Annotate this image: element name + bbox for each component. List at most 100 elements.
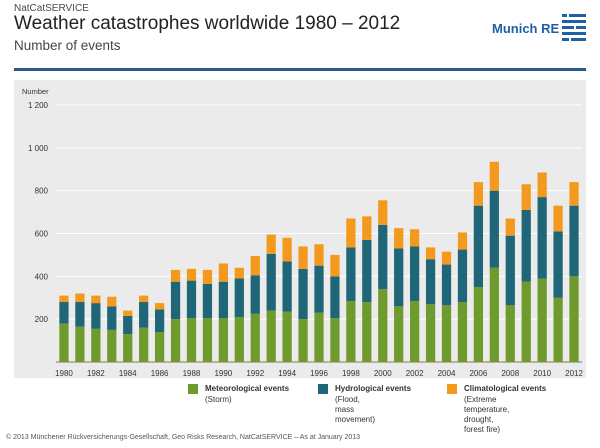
copyright-footer: © 2013 Münchener Rückversicherungs-Gesel… [6, 434, 361, 441]
bar-meteorological [170, 319, 181, 362]
bar-hydrological [91, 303, 101, 329]
y-tick-label: 200 [35, 315, 49, 324]
legend-title-hydrological: Hydrological events [335, 384, 412, 393]
bar-hydrological [537, 197, 547, 279]
bar-climatological [489, 161, 499, 191]
x-tick-label: 1986 [151, 369, 169, 378]
bar-meteorological [553, 297, 563, 362]
x-tick-label: 1992 [246, 369, 264, 378]
bar-hydrological [59, 302, 69, 324]
munich-re-logo-text: Munich RE [492, 21, 560, 36]
bar-meteorological [410, 300, 420, 362]
x-tick-label: 2010 [533, 369, 551, 378]
y-tick-label: 1 200 [28, 101, 49, 110]
bar-hydrological [378, 224, 388, 290]
x-tick-label: 1984 [119, 369, 137, 378]
bar-climatological [410, 229, 420, 247]
bar-climatological [569, 182, 579, 206]
bar-hydrological [282, 261, 292, 312]
bar-climatological [378, 200, 388, 225]
bar-meteorological [266, 310, 276, 362]
bar-hydrological [521, 209, 531, 282]
bar-hydrological [139, 302, 149, 328]
bar-meteorological [186, 318, 197, 362]
x-tick-label: 2006 [469, 369, 487, 378]
bar-hydrological [314, 265, 324, 313]
bar-hydrological [362, 239, 372, 303]
legend-sub-hydrological: (Flood, mass movement) [335, 395, 376, 424]
bar-hydrological [234, 278, 244, 318]
x-tick-label: 1982 [87, 369, 105, 378]
bar-hydrological [107, 306, 117, 330]
legend-swatch-meteorological [188, 384, 198, 394]
bar-meteorological [123, 334, 133, 362]
x-tick-label: 1988 [183, 369, 201, 378]
bar-meteorological [394, 306, 404, 362]
x-tick-label: 1980 [55, 369, 73, 378]
x-tick-label: 1996 [310, 369, 328, 378]
bar-meteorological [457, 302, 468, 362]
bar-meteorological [489, 267, 499, 362]
bar-climatological [75, 293, 85, 303]
legend-swatch-climatological [447, 384, 457, 394]
bar-climatological [91, 295, 101, 304]
x-tick-label: 1994 [278, 369, 296, 378]
bar-hydrological [75, 302, 85, 327]
bar-climatological [139, 295, 149, 303]
x-tick-label: 1990 [214, 369, 232, 378]
bar-meteorological [425, 304, 436, 362]
munich-re-logo-icon [560, 12, 588, 46]
legend-title-meteorological: Meteorological events [205, 384, 290, 393]
bar-meteorological [314, 312, 324, 362]
bar-hydrological [202, 283, 213, 319]
bar-meteorological [521, 281, 531, 362]
bar-hydrological [186, 280, 197, 319]
bar-climatological [537, 172, 547, 198]
bar-meteorological [218, 318, 228, 362]
bar-climatological [457, 232, 468, 250]
bar-hydrological [505, 235, 515, 306]
x-tick-label: 2002 [406, 369, 424, 378]
bar-climatological [362, 216, 372, 240]
bar-climatological [330, 254, 340, 277]
bar-climatological [553, 205, 563, 232]
bar-hydrological [123, 315, 133, 335]
bar-climatological [234, 267, 244, 279]
bar-meteorological [250, 313, 260, 362]
bar-hydrological [346, 247, 356, 301]
x-tick-label: 2004 [438, 369, 456, 378]
bar-climatological [473, 182, 484, 206]
bar-meteorological [234, 317, 244, 362]
bar-climatological [521, 184, 531, 210]
bar-meteorological [91, 328, 101, 362]
bar-meteorological [441, 305, 452, 362]
y-tick-label: 1 000 [28, 144, 49, 153]
bar-hydrological [266, 253, 276, 311]
bar-climatological [218, 263, 228, 282]
bar-climatological [298, 246, 308, 269]
bar-climatological [186, 268, 197, 281]
bar-climatological [441, 251, 452, 265]
bar-hydrological [170, 281, 181, 320]
bar-climatological [250, 255, 260, 276]
chart-subtitle: Number of events [14, 38, 121, 53]
legend-title-climatological: Climatological events [464, 384, 547, 393]
bar-climatological [266, 234, 276, 254]
bar-meteorological [107, 329, 117, 362]
bar-hydrological [330, 276, 340, 319]
legend-sub-climatological: (Extreme temperature, drought, forest fi… [464, 395, 510, 434]
bar-meteorological [154, 332, 165, 362]
bar-meteorological [298, 319, 308, 362]
bar-climatological [59, 295, 69, 303]
bar-meteorological [282, 311, 292, 362]
bar-hydrological [425, 259, 436, 305]
bar-climatological [154, 303, 165, 310]
bar-hydrological [410, 246, 420, 301]
bar-hydrological [441, 264, 452, 306]
bar-climatological [314, 244, 324, 266]
bar-hydrological [218, 281, 228, 319]
bar-hydrological [569, 205, 579, 277]
chart-title: Weather catastrophes worldwide 1980 – 20… [14, 13, 401, 34]
bar-meteorological [569, 276, 579, 362]
